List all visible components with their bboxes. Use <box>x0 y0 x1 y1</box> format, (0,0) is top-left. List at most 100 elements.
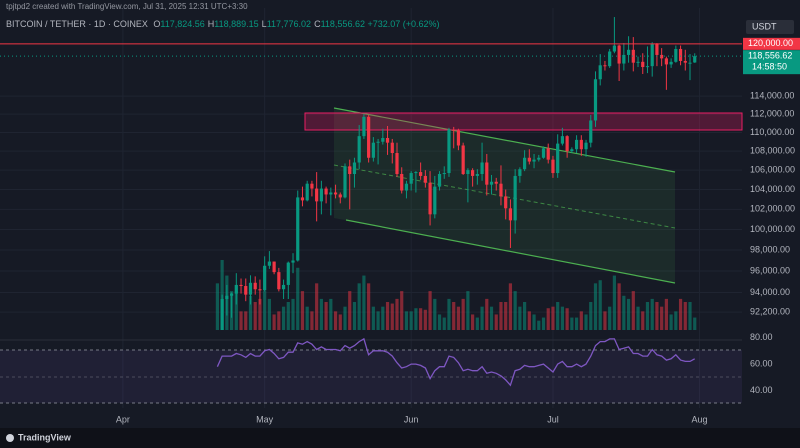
volume-bar <box>641 311 645 330</box>
volume-bar <box>286 302 290 330</box>
candle-body <box>560 136 565 144</box>
volume-bar <box>300 291 305 330</box>
volume-bar <box>485 298 489 330</box>
candle-body <box>291 260 295 263</box>
volume-bar <box>466 291 470 330</box>
volume-bar <box>664 298 668 330</box>
currency: USDT <box>752 21 777 31</box>
volume-bar <box>291 298 295 330</box>
volume-bar <box>650 298 654 330</box>
candle-body <box>683 60 687 63</box>
x-tick-label: Aug <box>691 414 707 424</box>
channel-mid <box>333 164 676 229</box>
candle-body <box>310 183 314 189</box>
volume-bar <box>248 295 253 330</box>
candle-body <box>541 148 546 158</box>
candle-body <box>433 186 437 215</box>
resistance-zone <box>304 112 743 131</box>
volume-bar <box>296 267 300 330</box>
volume-bar <box>678 298 683 330</box>
volume-bar <box>348 291 352 330</box>
countdown: 14:58:50 <box>752 62 787 72</box>
volume-bar <box>598 280 602 330</box>
candle-body <box>281 284 286 290</box>
candle-body <box>343 166 347 198</box>
volume-bar <box>419 308 423 330</box>
candle-body <box>229 293 234 296</box>
candle-body <box>244 286 248 295</box>
candle-body <box>348 166 352 175</box>
y-tick-label: 102,000.00 <box>750 204 795 214</box>
volume-bar <box>244 311 248 330</box>
created-note: tpjtpd2 created with TradingView.com, Ju… <box>6 2 248 11</box>
volume-bar <box>324 302 328 330</box>
volume-bar <box>631 291 635 330</box>
volume-bar <box>574 317 579 330</box>
volume-bar <box>381 306 385 330</box>
volume-bar <box>475 317 479 330</box>
y-tick-label: 94,000.00 <box>750 287 790 297</box>
candle-body <box>641 61 645 68</box>
volume-bar <box>234 291 238 330</box>
candle-body <box>570 149 574 152</box>
brand: TradingView <box>18 432 72 442</box>
volume-bar <box>442 317 446 330</box>
volume-bar <box>617 283 621 330</box>
footer-bar <box>0 428 800 448</box>
candle-body <box>664 58 668 65</box>
candle-body <box>381 138 385 142</box>
candle-body <box>324 188 328 195</box>
candle-body <box>518 169 522 176</box>
candle-body <box>617 45 621 64</box>
y-tick-label: 114,000.00 <box>750 90 794 100</box>
volume-bar <box>480 306 484 330</box>
candle-body <box>234 284 238 294</box>
candle-body <box>333 192 338 195</box>
volume-bar <box>362 275 366 330</box>
y-tick-label: 112,000.00 <box>750 108 794 118</box>
channel-upper <box>333 107 676 173</box>
volume-bar <box>532 314 536 330</box>
candle-body <box>504 196 508 209</box>
volume-bar <box>338 314 342 330</box>
x-tick-label: Jul <box>547 414 559 424</box>
candle-body <box>220 299 224 330</box>
volume-bar <box>461 298 465 330</box>
volume-bar <box>272 314 276 330</box>
candle-body <box>645 66 650 68</box>
volume-bar <box>433 298 437 330</box>
candle-body <box>263 265 267 291</box>
volume-bar <box>371 306 375 330</box>
volume-bar <box>508 283 513 330</box>
volume-bar <box>570 317 574 330</box>
volume-bar <box>357 283 361 330</box>
candle-body <box>390 142 394 154</box>
volume-bar <box>489 306 494 330</box>
y-tick-label: 110,000.00 <box>750 127 794 137</box>
candle-body <box>532 159 536 162</box>
volume-bar <box>660 306 664 330</box>
volume-bar <box>385 302 390 330</box>
candle-body <box>636 61 640 63</box>
volume-bar <box>645 302 650 330</box>
candle-body <box>551 159 555 174</box>
candle-body <box>485 162 489 185</box>
candle-body <box>584 142 588 150</box>
candle-body <box>598 65 602 80</box>
candle-body <box>626 49 631 55</box>
candle-body <box>357 136 361 163</box>
volume-bar <box>551 306 555 330</box>
volume-bar <box>504 302 508 330</box>
volume-bar <box>281 306 286 330</box>
candle-body <box>669 61 673 65</box>
candle-body <box>556 143 560 174</box>
volume-bar <box>437 314 442 330</box>
volume-bar <box>215 283 220 330</box>
candle-body <box>447 129 451 174</box>
legend-key: C <box>314 19 321 29</box>
volume-bar <box>329 298 333 330</box>
candle-body <box>499 183 503 197</box>
legend-key: H <box>207 19 215 29</box>
candle-body <box>471 170 475 176</box>
volume-bar <box>395 298 399 330</box>
